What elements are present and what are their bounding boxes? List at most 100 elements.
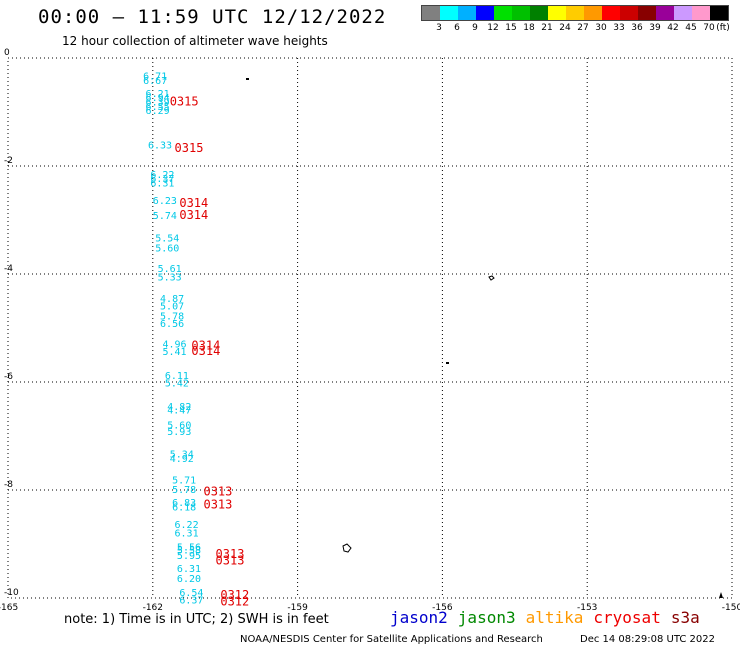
mission-jason2: jason2 xyxy=(390,608,448,627)
pass-time-label: 0313 xyxy=(216,554,245,568)
generated-timestamp: Dec 14 08:29:08 UTC 2022 xyxy=(580,634,715,645)
legend-swatch-6 xyxy=(530,6,548,20)
swh-value: 5.95 xyxy=(177,551,201,562)
swh-value: 6.55 xyxy=(146,102,170,113)
swh-value: 6.54 xyxy=(179,588,203,599)
mission-s3a: s3a xyxy=(670,608,700,627)
swh-value: 5.42 xyxy=(165,378,189,389)
island-1 xyxy=(246,78,249,80)
swh-value: 6.18 xyxy=(172,503,196,514)
pass-time-label: 0315 xyxy=(175,141,204,155)
x-tick-label: -150 xyxy=(722,603,740,613)
legend-label: 45 xyxy=(685,23,697,33)
swh-value: 5.93 xyxy=(167,427,191,438)
mission-jason3: jason3 xyxy=(457,608,516,627)
legend-color-bar xyxy=(421,5,729,21)
island-2 xyxy=(488,275,495,281)
page-title: 00:00 – 11:59 UTC 12/12/2022 xyxy=(38,6,387,28)
x-tick-label: -156 xyxy=(432,603,453,613)
legend-swatch-0 xyxy=(422,6,440,20)
legend-swatch-12 xyxy=(638,6,656,20)
legend-swatch-9 xyxy=(584,6,602,20)
legend-swatch-13 xyxy=(656,6,674,20)
y-tick-label: -10 xyxy=(4,588,19,598)
map-axis-ticks: -165 -162 -159 -156 -153 -150 0 -2 -4 -6 -8 -10 xyxy=(0,48,740,613)
swh-value: 5.54 xyxy=(155,234,179,245)
legend-swatch-5 xyxy=(512,6,530,20)
mission-legend: jason2 jason3 altika cryosat s3a xyxy=(390,608,710,627)
legend-label: 70 xyxy=(703,23,715,33)
pass-time-label: 0312 xyxy=(220,588,249,602)
x-tick-label: -159 xyxy=(287,603,308,613)
swh-value: 5.74 xyxy=(153,211,177,222)
island-3 xyxy=(446,362,449,364)
swh-value: 4.96 xyxy=(162,339,186,350)
map-frame xyxy=(7,57,733,599)
legend-label: 21 xyxy=(541,23,553,33)
swh-value: 5.71 xyxy=(172,476,196,487)
legend-swatch-1 xyxy=(440,6,458,20)
x-tick-label: -153 xyxy=(577,603,597,613)
island-5 xyxy=(719,592,723,598)
swh-value: 5.41 xyxy=(162,347,186,358)
legend-swatch-3 xyxy=(476,6,494,20)
swh-value: 4.82 xyxy=(167,402,191,413)
legend-label: 24 xyxy=(559,23,571,33)
pass-time-label: 0313 xyxy=(203,497,232,511)
credit-line: NOAA/NESDIS Center for Satellite Applica… xyxy=(240,634,543,645)
swh-value: 6.22 xyxy=(175,520,199,531)
swh-value: 6.11 xyxy=(165,371,189,382)
swh-value: 5.61 xyxy=(158,264,182,275)
swh-value: 6.94 xyxy=(146,93,170,104)
y-tick-label: -2 xyxy=(4,156,13,166)
legend-tick-labels: 3 6 9 12 15 18 21 24 27 30 33 36 39 42 45 70 (ft) xyxy=(421,21,730,33)
swh-value: 5.78 xyxy=(160,311,184,322)
map-border xyxy=(7,57,733,599)
swh-value: 6.37 xyxy=(150,174,174,185)
legend-swatch-15 xyxy=(692,6,710,20)
pass-time-label: 0315 xyxy=(170,95,199,109)
legend-swatch-7 xyxy=(548,6,566,20)
pass-time-label: 0312 xyxy=(220,595,249,609)
swh-value: 5.07 xyxy=(160,302,184,313)
legend-swatch-16 xyxy=(710,6,728,20)
pass-time-label: 0314 xyxy=(191,339,220,353)
swh-value: 6.22 xyxy=(150,170,174,181)
legend-label: 12 xyxy=(487,23,499,33)
y-tick-label: -8 xyxy=(4,480,13,490)
legend-swatch-2 xyxy=(458,6,476,20)
swh-values: 6.716.676.216.946.396.556.296.336.226.37… xyxy=(143,72,203,607)
swh-value: 6.37 xyxy=(179,595,203,606)
map-gridlines xyxy=(8,58,732,598)
pass-time-label: 0314 xyxy=(191,344,220,358)
swh-value: 6.20 xyxy=(177,574,201,585)
swh-value: 5.78 xyxy=(172,485,196,496)
swh-value: 4.87 xyxy=(160,294,184,305)
swh-value: 5.34 xyxy=(170,450,194,461)
swh-value: 6.33 xyxy=(148,141,172,152)
legend-swatch-14 xyxy=(674,6,692,20)
legend-label: 36 xyxy=(631,23,643,33)
legend-label: 27 xyxy=(577,23,589,33)
y-tick-label: -4 xyxy=(4,264,13,274)
swh-value: 6.71 xyxy=(143,72,167,83)
swh-value: 4.47 xyxy=(167,405,191,416)
legend-label: 18 xyxy=(523,23,535,33)
swh-value: 6.39 xyxy=(146,98,170,109)
legend-label: 15 xyxy=(505,23,517,33)
swh-value: 5.60 xyxy=(155,243,179,254)
legend-label: 9 xyxy=(472,23,478,33)
pass-time-label: 0314 xyxy=(179,208,208,222)
legend-label: (ft) xyxy=(716,23,730,33)
pass-time-labels: 0315031503140314031403140313031303130313… xyxy=(170,95,250,609)
mission-altika: altika xyxy=(525,608,584,627)
swh-value: 5.33 xyxy=(158,272,182,283)
x-tick-label: -165 xyxy=(0,603,18,613)
swh-value: 6.67 xyxy=(143,76,167,87)
swh-value: 6.31 xyxy=(175,528,199,539)
legend-swatch-8 xyxy=(566,6,584,20)
pass-time-label: 0313 xyxy=(203,484,232,498)
pass-time-label: 0313 xyxy=(216,547,245,561)
legend-swatch-10 xyxy=(602,6,620,20)
